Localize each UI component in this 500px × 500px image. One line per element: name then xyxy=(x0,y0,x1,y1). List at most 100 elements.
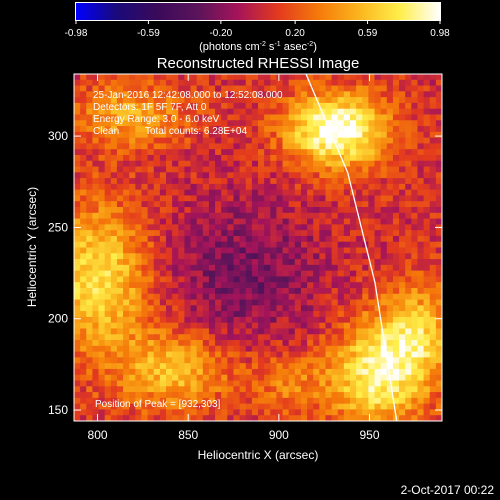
heatmap-pixel xyxy=(356,160,363,168)
heatmap-pixel xyxy=(331,74,339,81)
heatmap-pixel xyxy=(147,282,155,289)
heatmap-pixel xyxy=(196,276,204,283)
heatmap-pixel xyxy=(92,322,100,330)
heatmap-pixel xyxy=(399,85,406,92)
heatmap-pixel xyxy=(258,368,265,376)
heatmap-pixel xyxy=(313,149,320,156)
heatmap-pixel xyxy=(74,108,81,116)
heatmap-pixel xyxy=(288,276,296,283)
y-tick-label: 250 xyxy=(48,220,68,234)
heatmap-pixel xyxy=(319,403,327,411)
heatmap-pixel xyxy=(294,224,302,231)
heatmap-pixel xyxy=(251,149,259,156)
heatmap-pixel xyxy=(215,143,222,150)
heatmap-pixel xyxy=(86,114,93,121)
heatmap-pixel xyxy=(135,334,143,341)
heatmap-pixel xyxy=(264,259,271,266)
heatmap-pixel xyxy=(233,397,241,405)
heatmap-pixel xyxy=(294,253,302,260)
heatmap-pixel xyxy=(166,189,173,197)
heatmap-pixel xyxy=(104,357,112,364)
heatmap-pixel xyxy=(227,397,235,405)
heatmap-pixel xyxy=(129,392,136,399)
heatmap-pixel xyxy=(380,74,388,81)
heatmap-pixel xyxy=(215,183,222,191)
heatmap-pixel xyxy=(288,241,296,249)
heatmap-pixel xyxy=(307,218,314,225)
heatmap-pixel xyxy=(399,247,406,254)
heatmap-pixel xyxy=(270,241,277,249)
heatmap-pixel xyxy=(386,253,394,260)
heatmap-pixel xyxy=(276,397,284,405)
heatmap-pixel xyxy=(147,85,155,92)
heatmap-pixel xyxy=(116,368,124,376)
heatmap-pixel xyxy=(307,137,314,144)
heatmap-pixel xyxy=(159,415,167,421)
heatmap-pixel xyxy=(331,270,339,278)
heatmap-pixel xyxy=(147,91,155,98)
heatmap-pixel xyxy=(86,207,93,214)
heatmap-pixel xyxy=(141,397,149,405)
heatmap-pixel xyxy=(86,189,93,197)
heatmap-pixel xyxy=(374,172,382,179)
heatmap-pixel xyxy=(92,340,100,347)
heatmap-pixel xyxy=(227,357,235,364)
heatmap-pixel xyxy=(172,264,179,272)
heatmap-pixel xyxy=(270,178,277,185)
heatmap-pixel xyxy=(215,137,222,144)
heatmap-pixel xyxy=(282,235,290,243)
heatmap-pixel xyxy=(147,126,155,133)
heatmap-pixel xyxy=(208,351,216,358)
heatmap-pixel xyxy=(80,316,87,324)
heatmap-pixel xyxy=(153,247,161,254)
heatmap-pixel xyxy=(233,345,241,353)
heatmap-pixel xyxy=(337,316,345,324)
heatmap-pixel xyxy=(264,85,271,92)
heatmap-pixel xyxy=(325,357,333,364)
heatmap-pixel xyxy=(178,403,185,411)
heatmap-pixel xyxy=(435,207,442,214)
heatmap-pixel xyxy=(116,357,124,364)
heatmap-pixel xyxy=(288,322,296,330)
heatmap-pixel xyxy=(429,207,437,214)
heatmap-pixel xyxy=(159,340,167,347)
heatmap-pixel xyxy=(423,374,431,382)
heatmap-pixel xyxy=(368,131,376,139)
heatmap-pixel xyxy=(258,247,265,254)
heatmap-pixel xyxy=(92,299,100,306)
heatmap-pixel xyxy=(392,368,400,376)
heatmap-pixel xyxy=(227,293,235,301)
heatmap-pixel xyxy=(159,178,167,185)
heatmap-pixel xyxy=(251,114,259,121)
heatmap-pixel xyxy=(374,276,382,283)
heatmap-pixel xyxy=(86,328,93,335)
heatmap-pixel xyxy=(343,264,351,272)
heatmap-pixel xyxy=(282,287,290,295)
heatmap-pixel xyxy=(233,363,241,370)
heatmap-pixel xyxy=(435,363,442,370)
heatmap-pixel xyxy=(417,195,425,202)
heatmap-pixel xyxy=(337,368,345,376)
info-detectors: Detectors: 1F 5F 7F, Att 0 xyxy=(93,102,207,113)
heatmap-pixel xyxy=(86,293,93,301)
heatmap-pixel xyxy=(74,403,81,411)
heatmap-pixel xyxy=(313,322,320,330)
heatmap-pixel xyxy=(294,311,302,318)
heatmap-pixel xyxy=(172,357,179,364)
heatmap-pixel xyxy=(362,253,369,260)
heatmap-pixel xyxy=(202,270,210,278)
heatmap-pixel xyxy=(172,172,179,179)
heatmap-pixel xyxy=(411,91,419,98)
heatmap-pixel xyxy=(80,201,87,208)
heatmap-pixel xyxy=(423,270,431,278)
heatmap-pixel xyxy=(307,97,314,104)
heatmap-pixel xyxy=(325,340,333,347)
heatmap-pixel xyxy=(184,195,192,202)
heatmap-pixel xyxy=(362,126,369,133)
heatmap-pixel xyxy=(233,195,241,202)
heatmap-pixel xyxy=(74,189,81,197)
heatmap-pixel xyxy=(435,311,442,318)
heatmap-pixel xyxy=(135,287,143,295)
heatmap-pixel xyxy=(319,172,327,179)
heatmap-pixel xyxy=(196,264,204,272)
